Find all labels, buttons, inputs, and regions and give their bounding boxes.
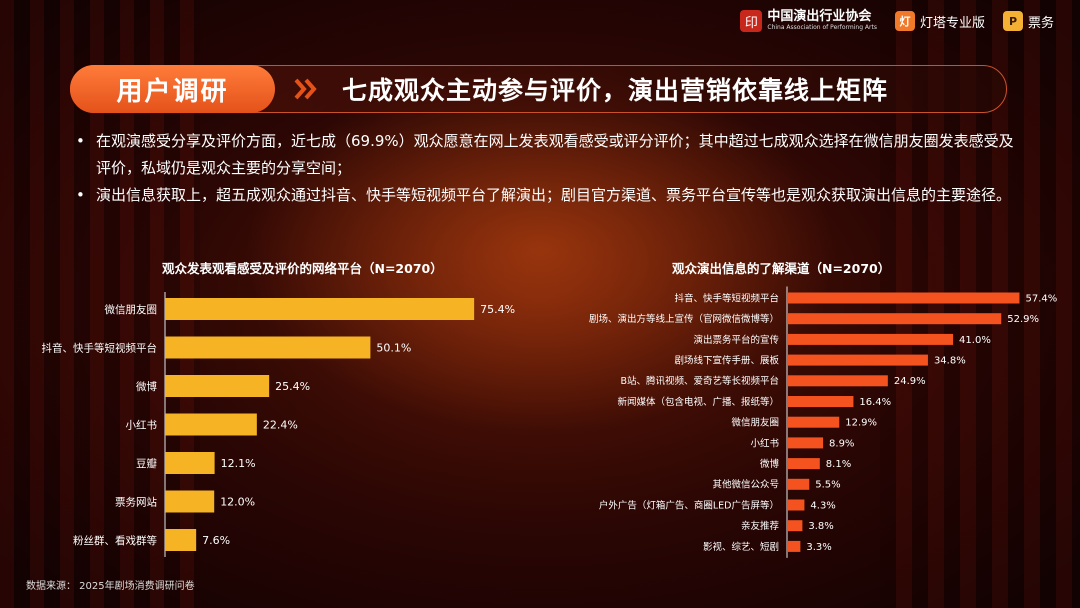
association-name: 中国演出行业协会 bbox=[767, 9, 872, 24]
bar bbox=[165, 452, 215, 474]
data-label: 3.8% bbox=[808, 521, 833, 532]
category-label: 剧场线下宣传手册、展板 bbox=[674, 355, 779, 367]
bar bbox=[165, 336, 371, 359]
category-label: 微信朋友圈 bbox=[731, 417, 779, 429]
bar bbox=[787, 458, 820, 470]
ticket-icon: P bbox=[1002, 11, 1023, 31]
data-label: 24.9% bbox=[894, 376, 926, 387]
dengta-name: 灯塔专业版 bbox=[919, 15, 985, 31]
category-label: 小红书 bbox=[750, 437, 779, 449]
category-label: B站、腾讯视频、爱奇艺等长视频平台 bbox=[620, 375, 779, 387]
category-label: 亲友推荐 bbox=[741, 520, 780, 532]
left-chart-title: 观众发表观看感受及评价的网络平台（N=2070） bbox=[162, 261, 443, 276]
data-label: 57.4% bbox=[1025, 293, 1057, 304]
bar bbox=[165, 490, 215, 513]
bar bbox=[787, 354, 928, 366]
bar bbox=[787, 416, 840, 428]
category-label: 小红书 bbox=[126, 418, 158, 431]
data-source: 数据来源： 2025年剧场消费调研问卷 bbox=[26, 581, 195, 592]
dengta-icon: 灯 bbox=[894, 11, 915, 31]
category-label: 微信朋友圈 bbox=[105, 303, 158, 316]
data-label: 8.1% bbox=[826, 459, 851, 470]
bar bbox=[787, 313, 1002, 325]
bar bbox=[787, 540, 801, 552]
data-label: 22.4% bbox=[263, 418, 298, 431]
data-label: 41.0% bbox=[959, 335, 991, 346]
bullet-item: 在观演感受分享及评价方面，近七成（69.9%）观众愿意在网上发表观看感受或评分评… bbox=[76, 128, 1016, 182]
bar bbox=[787, 499, 805, 511]
data-label: 12.1% bbox=[221, 457, 256, 470]
category-label: 剧场、演出方等线上宣传（官网微信微博等） bbox=[589, 313, 779, 325]
data-label: 12.9% bbox=[845, 418, 877, 429]
header-tag: 用户调研 bbox=[70, 65, 275, 113]
category-label: 新闻媒体（包含电视、广播、报纸等） bbox=[617, 396, 779, 408]
logo-bar: 印 中国演出行业协会 China Association of Performi… bbox=[740, 10, 1054, 32]
data-label: 3.3% bbox=[806, 542, 831, 553]
association-logo: 印 中国演出行业协会 China Association of Performi… bbox=[740, 10, 877, 32]
ticket-name: 票务 bbox=[1027, 15, 1054, 31]
category-label: 豆瓣 bbox=[136, 458, 157, 470]
bar bbox=[165, 413, 257, 436]
data-label: 12.0% bbox=[220, 495, 255, 508]
bar bbox=[165, 298, 475, 320]
bar bbox=[787, 333, 954, 345]
bar bbox=[787, 396, 854, 407]
data-label: 75.4% bbox=[480, 303, 515, 316]
category-label: 其他微信公众号 bbox=[712, 479, 779, 491]
bar bbox=[787, 520, 803, 532]
ticket-logo: P 票务 bbox=[1002, 11, 1054, 31]
platform-bar-chart: 微信朋友圈 75.4% 抖音、快手等短视频平台 50.1% 微博 25.4% 小红书 22.4… bbox=[42, 292, 515, 557]
bar bbox=[787, 478, 810, 490]
data-label: 7.6% bbox=[202, 534, 230, 547]
right-chart-title: 观众演出信息的了解渠道（N=2070） bbox=[672, 261, 891, 276]
data-label: 5.5% bbox=[815, 480, 840, 491]
bar bbox=[787, 375, 888, 387]
category-label: 影视、综艺、短剧 bbox=[703, 541, 779, 553]
bar bbox=[165, 375, 270, 397]
seal-icon: 印 bbox=[740, 10, 763, 32]
category-label: 微博 bbox=[760, 458, 780, 470]
summary-bullets: 在观演感受分享及评价方面，近七成（69.9%）观众愿意在网上发表观看感受或评分评… bbox=[76, 128, 1016, 209]
chevron-right-icon bbox=[294, 78, 317, 100]
data-label: 8.9% bbox=[829, 438, 854, 449]
bar bbox=[787, 437, 824, 449]
data-label: 34.8% bbox=[934, 356, 966, 367]
association-name-en: China Association of Performing Arts bbox=[767, 24, 877, 31]
category-label: 户外广告（灯箱广告、商圈LED广告屏等） bbox=[599, 499, 779, 511]
category-label: 抖音、快手等短视频平台 bbox=[42, 341, 158, 354]
category-label: 抖音、快手等短视频平台 bbox=[674, 292, 779, 304]
data-label: 52.9% bbox=[1007, 314, 1039, 325]
section-header: 用户调研 七成观众主动参与评价，演出营销依靠线上矩阵 bbox=[70, 65, 1007, 113]
bar bbox=[165, 529, 197, 551]
data-label: 50.1% bbox=[376, 341, 411, 354]
data-label: 25.4% bbox=[275, 380, 310, 393]
data-label: 4.3% bbox=[810, 500, 835, 511]
page-title: 七成观众主动参与评价，演出营销依靠线上矩阵 bbox=[342, 76, 889, 105]
dengta-logo: 灯 灯塔专业版 bbox=[894, 11, 985, 31]
category-label: 演出票务平台的宣传 bbox=[693, 334, 779, 346]
category-label: 粉丝群、看戏群等 bbox=[73, 534, 157, 547]
data-label: 16.4% bbox=[859, 397, 891, 408]
category-label: 票务网站 bbox=[115, 495, 157, 508]
channel-bar-chart: 抖音、快手等短视频平台 57.4% 剧场、演出方等线上宣传（官网微信微博等） 52.9… bbox=[589, 286, 1057, 558]
bullet-item: 演出信息获取上，超五成观众通过抖音、快手等短视频平台了解演出；剧目官方渠道、票务… bbox=[76, 182, 1016, 209]
category-label: 微博 bbox=[136, 380, 157, 393]
bar bbox=[787, 292, 1020, 304]
